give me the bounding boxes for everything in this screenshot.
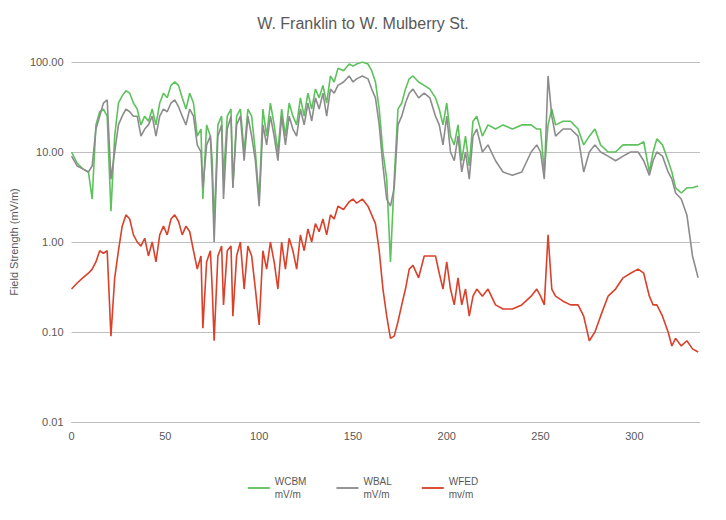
svg-text:250: 250 <box>531 430 549 442</box>
svg-text:0.01: 0.01 <box>42 416 63 428</box>
svg-text:10.00: 10.00 <box>36 146 64 158</box>
svg-text:mV/m: mV/m <box>363 489 389 500</box>
svg-text:100: 100 <box>250 430 268 442</box>
svg-text:200: 200 <box>438 430 456 442</box>
svg-text:WBAL: WBAL <box>363 476 392 487</box>
svg-text:mV/m: mV/m <box>275 489 301 500</box>
svg-text:100.00: 100.00 <box>30 56 64 68</box>
svg-text:1.00: 1.00 <box>42 236 63 248</box>
svg-text:Field Strength (mV/m): Field Strength (mV/m) <box>8 188 20 296</box>
svg-text:mv/m: mv/m <box>449 489 473 500</box>
svg-text:50: 50 <box>159 430 171 442</box>
svg-text:0.10: 0.10 <box>42 326 63 338</box>
svg-text:150: 150 <box>344 430 362 442</box>
svg-text:0: 0 <box>68 430 74 442</box>
svg-text:WCBM: WCBM <box>275 476 307 487</box>
svg-text:WFED: WFED <box>449 476 478 487</box>
svg-text:W. Franklin to W. Mulberry St.: W. Franklin to W. Mulberry St. <box>257 15 469 32</box>
svg-text:300: 300 <box>625 430 643 442</box>
